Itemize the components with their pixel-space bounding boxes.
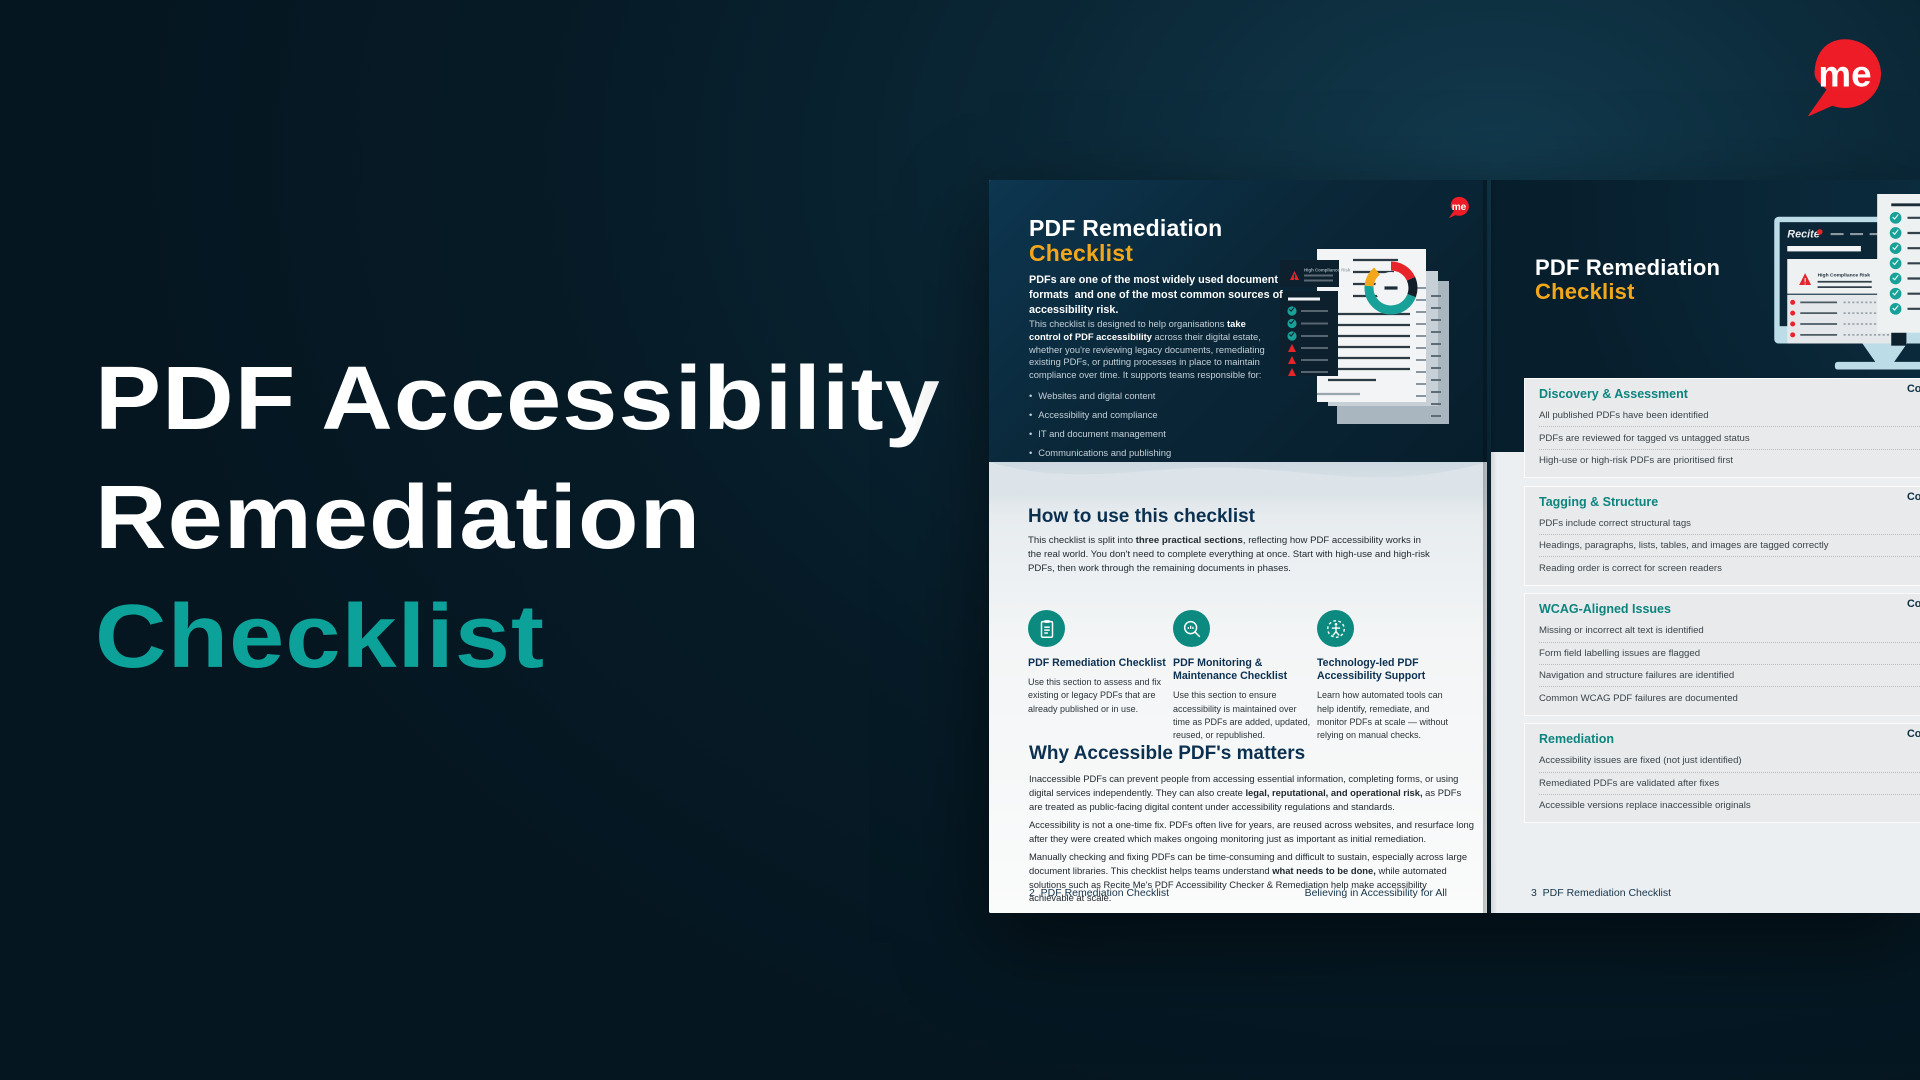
svg-text:me: me: [1452, 202, 1467, 213]
svg-text:High Compliance Risk: High Compliance Risk: [1304, 268, 1351, 273]
svg-text:Recite: Recite: [1787, 228, 1820, 240]
svg-text:High Compliance Risk: High Compliance Risk: [1818, 272, 1871, 278]
svg-text:me: me: [1818, 53, 1871, 94]
